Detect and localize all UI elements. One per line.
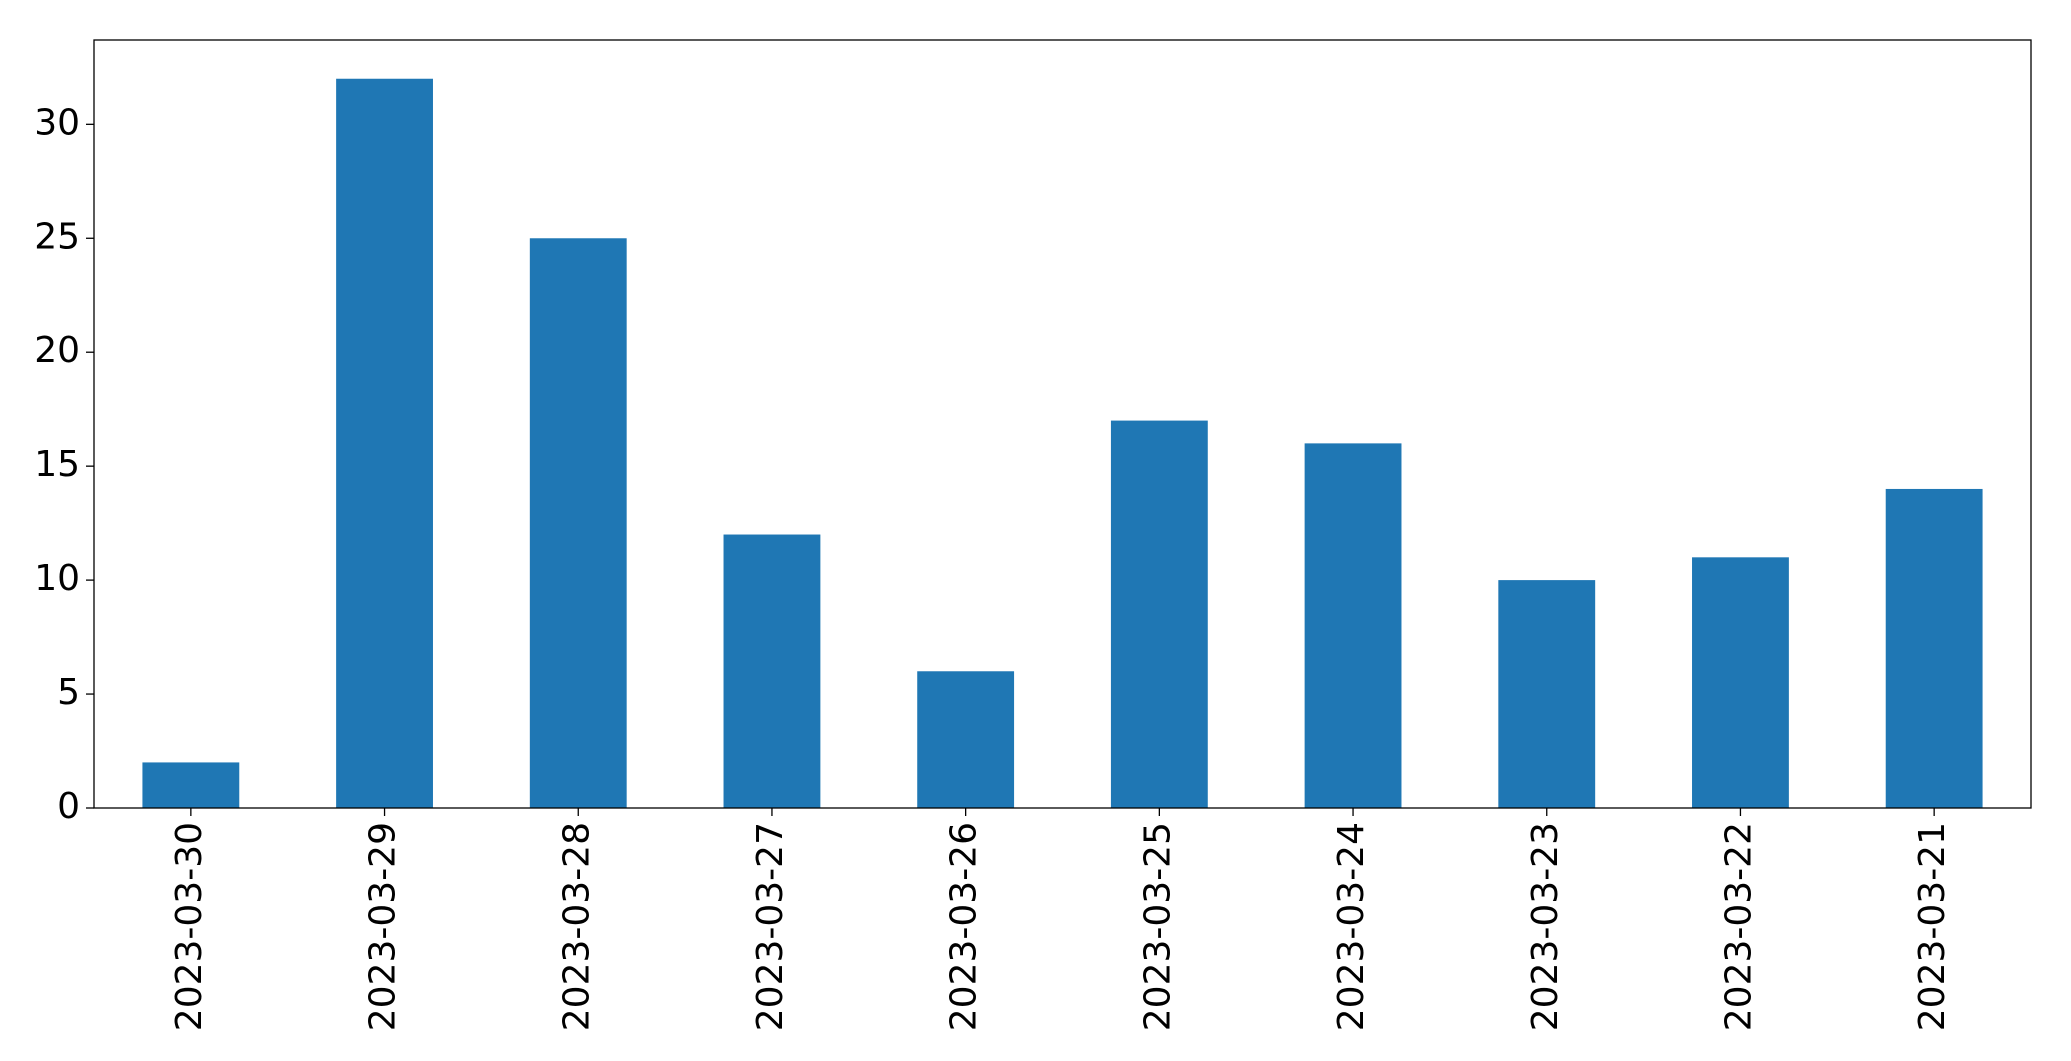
x-tick-label: 2023-03-22 (1718, 822, 1759, 1031)
x-tick-label: 2023-03-24 (1331, 822, 1372, 1031)
bar (336, 78, 433, 809)
bar (917, 671, 1015, 808)
bar (1692, 557, 1789, 808)
plot-frame (93, 39, 2032, 809)
y-tick-label: 25 (34, 216, 80, 257)
bar (142, 762, 240, 808)
bar (529, 238, 627, 808)
y-tick-label: 15 (34, 444, 80, 485)
bar (723, 534, 821, 808)
y-tick-label: 0 (57, 786, 80, 827)
x-tick-label: 2023-03-23 (1525, 822, 1566, 1031)
x-tick-label: 2023-03-26 (944, 822, 985, 1031)
x-tick-label: 2023-03-28 (556, 822, 597, 1031)
bar (1304, 443, 1402, 808)
y-tick-label: 5 (57, 672, 80, 713)
x-tick-label: 2023-03-29 (363, 822, 404, 1031)
bar (1110, 420, 1208, 808)
bar (1498, 580, 1596, 808)
x-tick-label: 2023-03-30 (169, 822, 210, 1031)
y-tick-label: 20 (34, 330, 80, 371)
x-tick-label: 2023-03-25 (1137, 822, 1178, 1031)
y-tick-label: 10 (34, 558, 80, 599)
x-tick-label: 2023-03-27 (750, 822, 791, 1031)
x-tick-label: 2023-03-21 (1912, 822, 1953, 1031)
bar (1885, 488, 1983, 808)
y-tick-label: 30 (34, 102, 80, 143)
